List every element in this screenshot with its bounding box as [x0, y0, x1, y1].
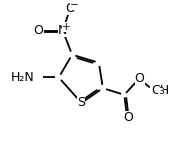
Text: 3: 3: [158, 87, 164, 96]
Text: CH: CH: [152, 84, 170, 97]
Text: −: −: [70, 0, 79, 10]
Text: O: O: [135, 72, 145, 85]
Text: +: +: [62, 22, 71, 32]
Text: N: N: [58, 24, 67, 37]
Text: O: O: [65, 2, 75, 15]
Text: O: O: [33, 24, 43, 37]
Text: H₂N: H₂N: [11, 71, 35, 84]
Text: S: S: [78, 96, 86, 109]
Text: O: O: [123, 111, 133, 124]
